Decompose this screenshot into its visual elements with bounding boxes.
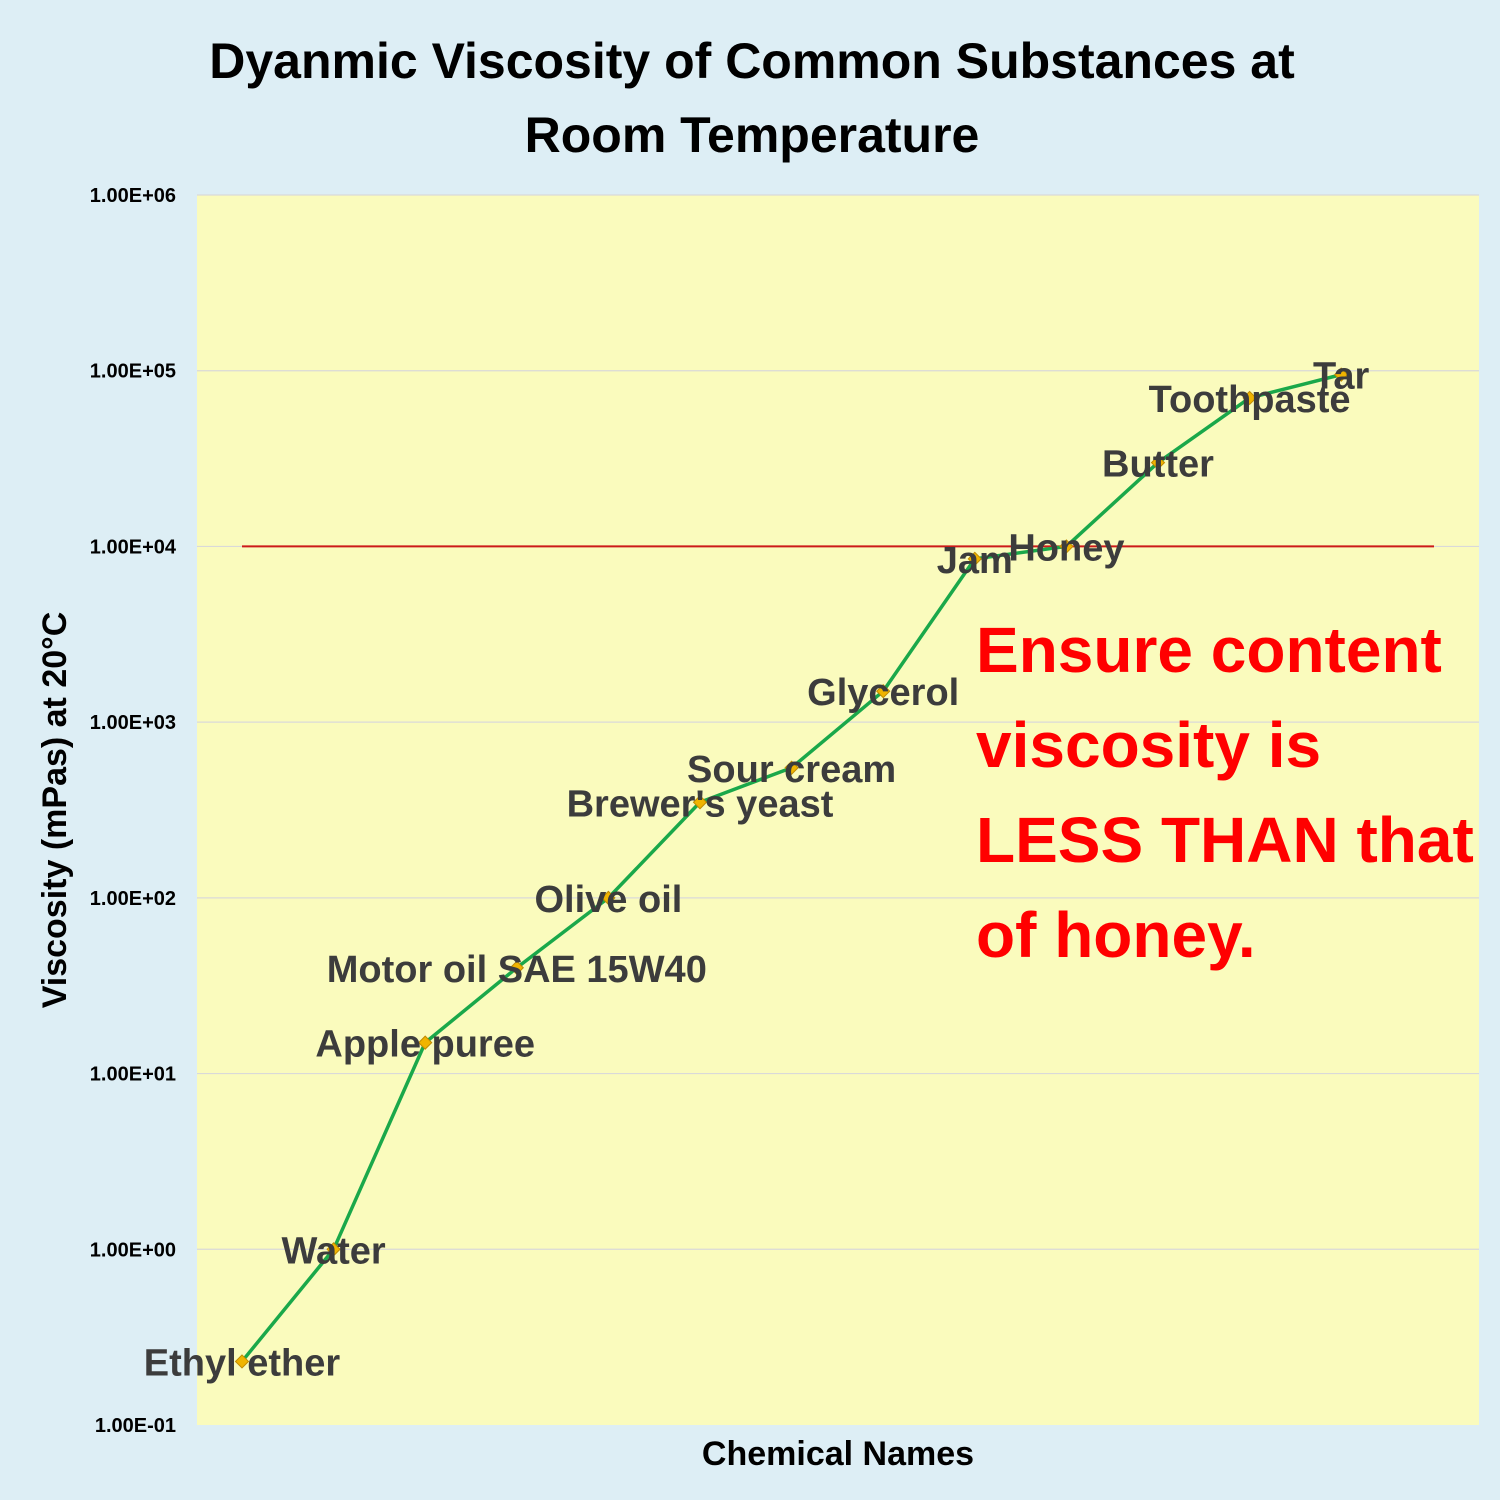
- data-label: Apple puree: [315, 1024, 535, 1066]
- data-label: Motor oil SAE 15W40: [327, 949, 707, 991]
- data-label: Ethyl ether: [144, 1342, 341, 1384]
- data-point-marker: [692, 795, 708, 810]
- data-point-marker: [1150, 455, 1166, 470]
- y-tick-label: 1.00E+01: [90, 1064, 176, 1086]
- data-point-marker: [601, 890, 616, 906]
- plot-area: [197, 195, 1479, 1425]
- chart-title-line-1: Dyanmic Viscosity of Common Substances a…: [209, 33, 1295, 89]
- data-label: Sour cream: [687, 749, 896, 791]
- y-tick-label: 1.00E+03: [90, 712, 176, 734]
- data-point-marker: [1333, 367, 1349, 382]
- data-label: Water: [282, 1230, 386, 1272]
- annotation-line: viscosity is: [976, 709, 1321, 781]
- y-tick-label: 1.00E+05: [90, 361, 176, 383]
- y-axis-title: Viscosity (mPas) at 20°C: [36, 612, 74, 1009]
- y-tick-label: 1.00E+06: [90, 185, 176, 207]
- data-markers: [234, 367, 1349, 1369]
- y-tick-label: 1.00E+00: [90, 1239, 176, 1261]
- data-label: Toothpaste: [1149, 379, 1351, 421]
- data-label: Tar: [1313, 356, 1370, 398]
- annotation-line: Ensure content: [976, 614, 1442, 686]
- data-label: Brewer's yeast: [567, 783, 834, 825]
- x-axis-title: Chemical Names: [702, 1435, 974, 1473]
- data-label: Jam: [937, 540, 1013, 582]
- y-axis-ticks: 1.00E-01 1.00E+00 1.00E+01 1.00E+02 1.00E+03…: [90, 185, 177, 1437]
- data-point-marker: [1059, 539, 1074, 554]
- annotation-line: of honey.: [976, 899, 1256, 971]
- data-point-marker: [234, 1354, 250, 1369]
- y-tick-label: 1.00E+02: [90, 888, 176, 910]
- data-label: Olive oil: [534, 879, 682, 921]
- data-point-marker: [784, 760, 799, 775]
- data-point-marker: [509, 960, 525, 975]
- data-point-marker: [1242, 390, 1257, 406]
- annotation-line: LESS THAN that: [976, 804, 1474, 876]
- y-tick-label: 1.00E+04: [90, 536, 177, 558]
- data-point-marker: [326, 1242, 341, 1257]
- data-label: Honey: [1008, 527, 1124, 569]
- chart-title-line-2: Room Temperature: [525, 107, 980, 163]
- data-point-marker: [417, 1035, 433, 1050]
- annotation-note: Ensure content viscosity is LESS THAN that…: [976, 614, 1474, 971]
- data-labels: Ethyl ether Water Apple puree Motor oil SAE…: [144, 356, 1370, 1385]
- data-point-marker: [875, 683, 891, 699]
- y-tick-label: 1.00E-01: [95, 1415, 176, 1437]
- data-label: Glycerol: [807, 672, 959, 714]
- data-point-marker: [967, 551, 983, 567]
- data-label: Butter: [1102, 444, 1214, 486]
